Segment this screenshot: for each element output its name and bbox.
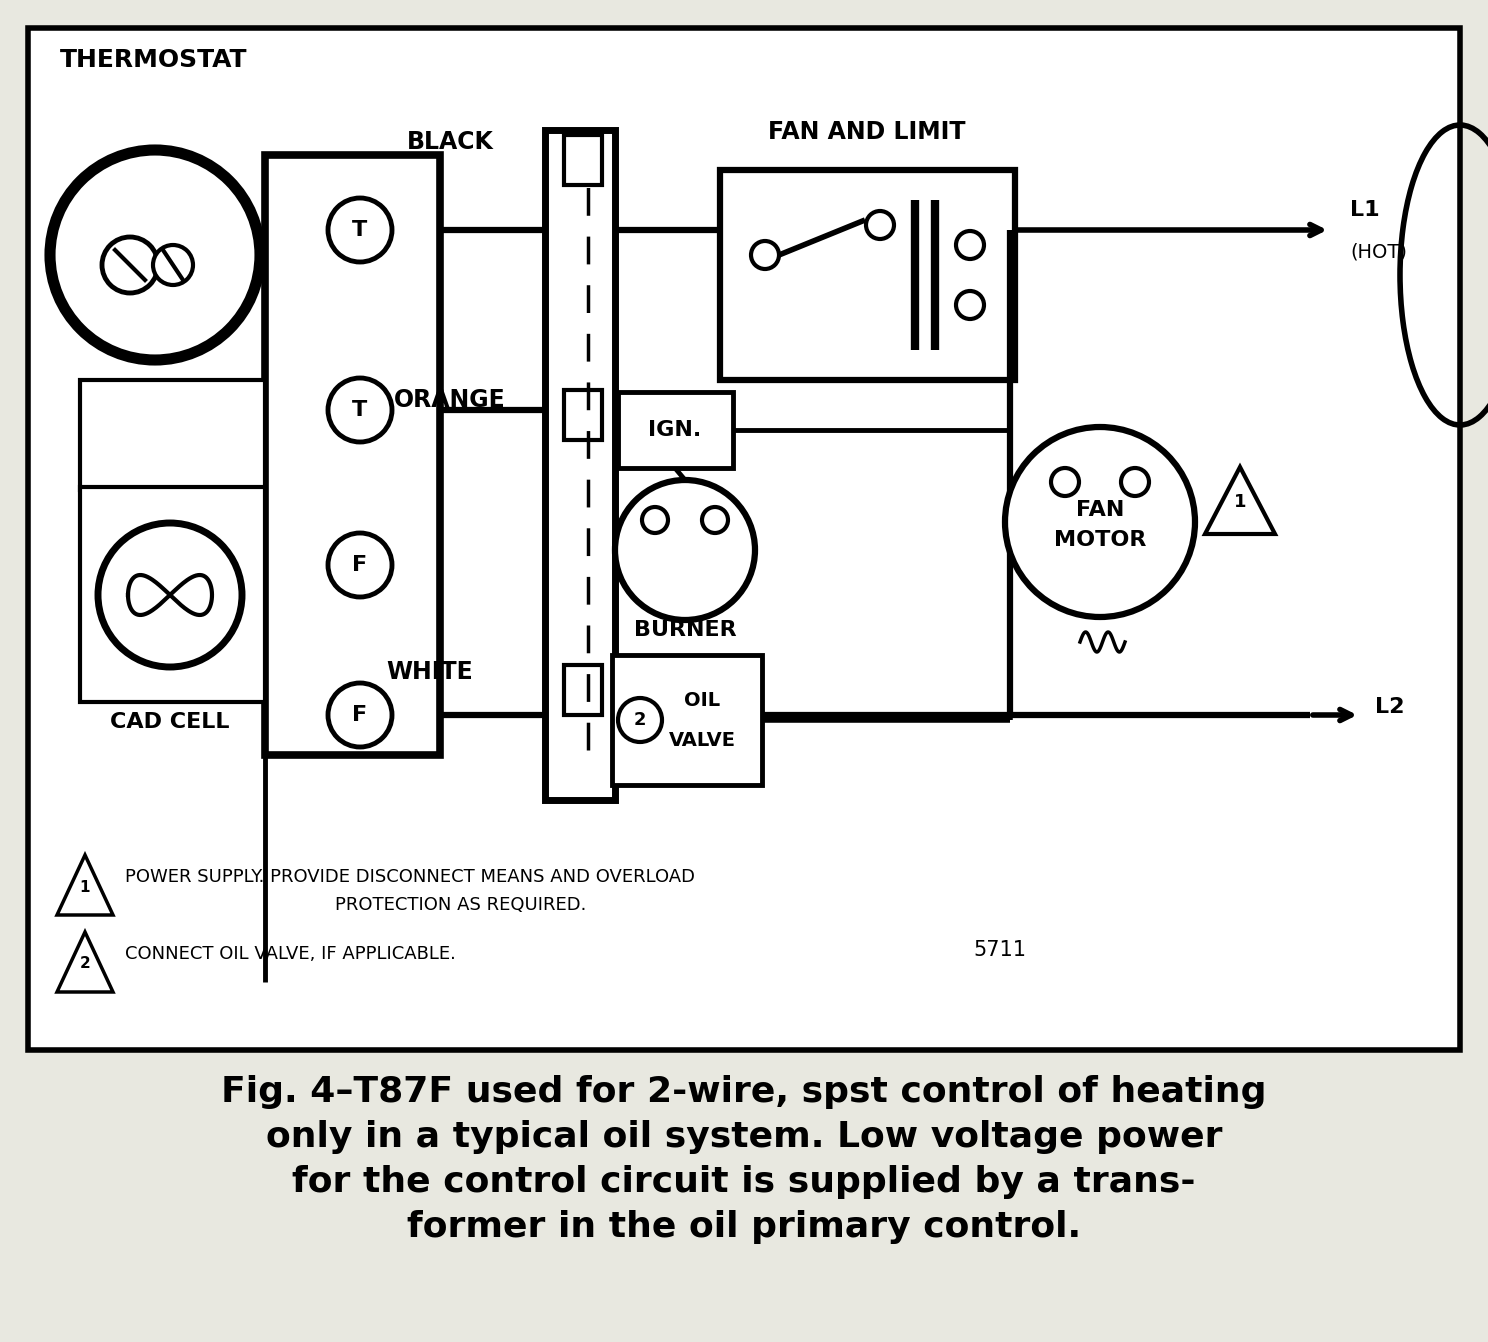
Text: 2: 2 xyxy=(80,957,91,972)
Circle shape xyxy=(866,211,894,239)
Circle shape xyxy=(751,242,780,268)
Text: FAN: FAN xyxy=(1076,501,1125,519)
Bar xyxy=(618,392,734,468)
Text: former in the oil primary control.: former in the oil primary control. xyxy=(406,1210,1082,1244)
Text: Fig. 4–T87F used for 2-wire, spst control of heating: Fig. 4–T87F used for 2-wire, spst contro… xyxy=(222,1075,1266,1108)
Text: WHITE: WHITE xyxy=(387,660,473,684)
Circle shape xyxy=(1120,468,1149,497)
Text: T: T xyxy=(353,400,368,420)
Bar xyxy=(545,130,615,800)
Bar xyxy=(564,666,603,715)
Circle shape xyxy=(98,523,243,667)
Bar xyxy=(28,28,1460,1049)
Circle shape xyxy=(153,246,193,285)
Text: F: F xyxy=(353,705,368,725)
Text: VALVE: VALVE xyxy=(668,730,735,749)
Bar xyxy=(612,655,762,785)
Circle shape xyxy=(103,238,158,293)
Text: ORANGE: ORANGE xyxy=(394,388,506,412)
Text: PROTECTION AS REQUIRED.: PROTECTION AS REQUIRED. xyxy=(335,896,586,914)
Circle shape xyxy=(327,533,391,597)
Bar xyxy=(80,487,265,702)
Text: IGN.: IGN. xyxy=(649,420,702,440)
Circle shape xyxy=(1004,427,1195,617)
Circle shape xyxy=(955,291,984,319)
Text: FAN AND LIMIT: FAN AND LIMIT xyxy=(768,119,966,144)
Text: CAD CELL: CAD CELL xyxy=(110,713,229,731)
Bar xyxy=(265,154,440,756)
Text: T: T xyxy=(353,220,368,240)
Circle shape xyxy=(1051,468,1079,497)
Text: F: F xyxy=(353,556,368,574)
Circle shape xyxy=(615,480,754,620)
Polygon shape xyxy=(1205,467,1275,534)
Bar xyxy=(80,380,265,490)
Circle shape xyxy=(51,150,260,360)
Bar xyxy=(720,170,1015,380)
Text: CONNECT OIL VALVE, IF APPLICABLE.: CONNECT OIL VALVE, IF APPLICABLE. xyxy=(125,945,455,964)
Circle shape xyxy=(702,507,728,533)
Text: 2: 2 xyxy=(634,711,646,729)
Circle shape xyxy=(955,231,984,259)
Text: for the control circuit is supplied by a trans-: for the control circuit is supplied by a… xyxy=(292,1165,1196,1198)
Circle shape xyxy=(641,507,668,533)
Text: L2: L2 xyxy=(1375,696,1405,717)
Text: 1: 1 xyxy=(1234,493,1247,511)
Text: L1: L1 xyxy=(1350,200,1379,220)
Polygon shape xyxy=(57,931,113,992)
Circle shape xyxy=(327,199,391,262)
Text: BLACK: BLACK xyxy=(406,130,494,154)
Polygon shape xyxy=(57,855,113,915)
Text: 1: 1 xyxy=(80,879,91,895)
Text: MOTOR: MOTOR xyxy=(1054,530,1146,550)
Text: THERMOSTAT: THERMOSTAT xyxy=(60,48,247,72)
Text: only in a typical oil system. Low voltage power: only in a typical oil system. Low voltag… xyxy=(266,1121,1222,1154)
Text: POWER SUPPLY. PROVIDE DISCONNECT MEANS AND OVERLOAD: POWER SUPPLY. PROVIDE DISCONNECT MEANS A… xyxy=(125,868,695,886)
Text: 5711: 5711 xyxy=(973,939,1027,960)
Text: OIL: OIL xyxy=(684,691,720,710)
Bar xyxy=(564,136,603,185)
Bar xyxy=(564,391,603,440)
Circle shape xyxy=(618,698,662,742)
Circle shape xyxy=(327,683,391,747)
Circle shape xyxy=(327,378,391,442)
Text: (HOT): (HOT) xyxy=(1350,243,1408,262)
Text: BURNER: BURNER xyxy=(634,620,737,640)
